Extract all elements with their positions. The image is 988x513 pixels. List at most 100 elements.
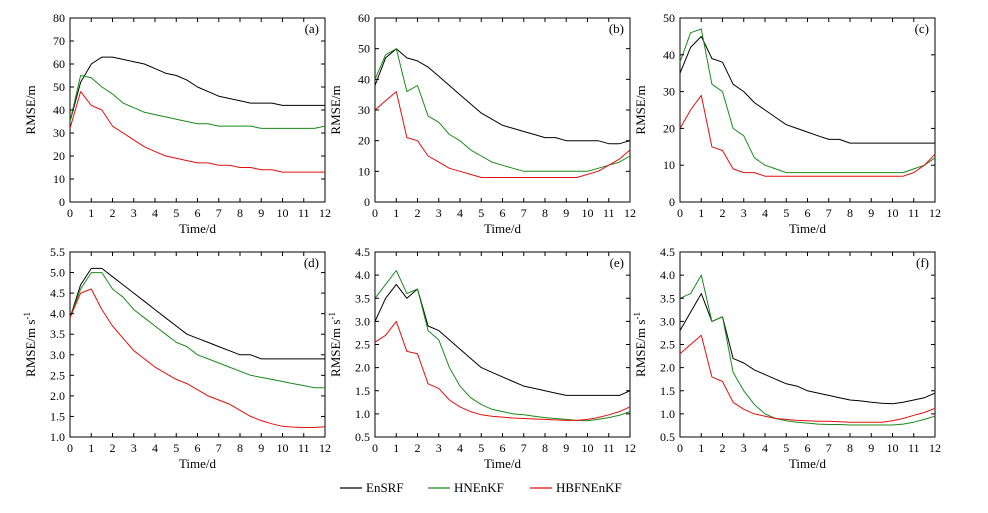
x-tick-label: 1 bbox=[698, 441, 704, 455]
x-tick-label: 5 bbox=[783, 441, 789, 455]
y-tick-label: 2.0 bbox=[355, 361, 370, 375]
plot-frame bbox=[69, 251, 326, 438]
y-tick-label: 1.0 bbox=[660, 407, 675, 421]
series-line-hbfnenkf bbox=[374, 91, 631, 178]
x-tick-label: 9 bbox=[868, 441, 874, 455]
x-axis-label: Time/d bbox=[789, 456, 827, 471]
legend: EnSRF HNEnKF HBFNEnKF bbox=[340, 480, 622, 495]
y-tick-label: 4.5 bbox=[355, 245, 370, 259]
x-tick-label: 10 bbox=[277, 206, 289, 220]
x-tick-label: 4 bbox=[762, 206, 768, 220]
y-tick-label: 3.5 bbox=[355, 291, 370, 305]
legend-label-ensrf: EnSRF bbox=[366, 480, 404, 495]
x-tick-label: 3 bbox=[741, 441, 747, 455]
x-tick-label: 10 bbox=[582, 441, 594, 455]
x-tick-label: 10 bbox=[887, 441, 899, 455]
x-axis-label: Time/d bbox=[484, 221, 522, 236]
x-tick-label: 8 bbox=[237, 206, 243, 220]
x-tick-label: 4 bbox=[152, 441, 158, 455]
y-tick-label: 0 bbox=[669, 195, 675, 209]
x-tick-label: 6 bbox=[805, 441, 811, 455]
x-tick-label: 8 bbox=[847, 441, 853, 455]
legend-label-hnenkf: HNEnKF bbox=[454, 480, 504, 495]
y-tick-label: 3.5 bbox=[660, 291, 675, 305]
x-tick-label: 8 bbox=[847, 206, 853, 220]
y-tick-label: 50 bbox=[663, 11, 675, 25]
series-line-ensrf bbox=[374, 283, 631, 396]
panel-label: (d) bbox=[304, 255, 319, 270]
panel-5: 0 1 2 3 4 5 6 7 8 9 10 11 120.51.01.52.02.53.03.54.0… bbox=[327, 245, 636, 471]
x-tick-label: 10 bbox=[277, 441, 289, 455]
y-tick-label: 10 bbox=[663, 158, 675, 172]
y-tick-label: 0 bbox=[59, 195, 65, 209]
y-tick-label: 30 bbox=[53, 126, 65, 140]
x-tick-label: 6 bbox=[500, 441, 506, 455]
y-tick-label: 2.5 bbox=[660, 338, 675, 352]
x-tick-label: 0 bbox=[372, 441, 378, 455]
x-tick-label: 0 bbox=[677, 206, 683, 220]
y-tick-label: 1.5 bbox=[355, 384, 370, 398]
y-tick-label: 40 bbox=[53, 103, 65, 117]
y-tick-label: 10 bbox=[358, 164, 370, 178]
panel-label: (f) bbox=[916, 255, 929, 270]
x-tick-label: 3 bbox=[131, 441, 137, 455]
x-tick-label: 5 bbox=[173, 206, 179, 220]
y-axis-label-superscript: -1 bbox=[327, 312, 337, 320]
y-tick-label: 1.5 bbox=[50, 409, 65, 423]
panel-2: 0 1 2 3 4 5 6 7 8 9 10 11 120102030405060(b)Time/dRM… bbox=[328, 11, 636, 236]
panel-label: (e) bbox=[610, 255, 624, 270]
x-tick-label: 11 bbox=[908, 206, 920, 220]
x-tick-label: 11 bbox=[908, 441, 920, 455]
x-tick-label: 7 bbox=[521, 206, 527, 220]
y-tick-label: 0 bbox=[364, 195, 370, 209]
y-tick-label: 2.0 bbox=[660, 361, 675, 375]
y-tick-label: 1.0 bbox=[50, 430, 65, 444]
series-line-hbfnenkf bbox=[679, 334, 936, 423]
plot-frame bbox=[374, 17, 631, 203]
x-tick-label: 3 bbox=[741, 206, 747, 220]
series-line-hbfnenkf bbox=[679, 94, 936, 177]
plot-frame bbox=[69, 17, 326, 203]
plot-frame bbox=[679, 251, 936, 438]
series-line-ensrf bbox=[679, 35, 935, 144]
x-axis-label: Time/d bbox=[179, 456, 217, 471]
x-tick-label: 1 bbox=[393, 206, 399, 220]
series-line-hnenkf bbox=[374, 270, 631, 422]
x-tick-label: 2 bbox=[110, 206, 116, 220]
x-tick-label: 12 bbox=[319, 441, 331, 455]
x-axis-label: Time/d bbox=[179, 221, 217, 236]
x-tick-label: 6 bbox=[195, 206, 201, 220]
x-tick-label: 12 bbox=[624, 441, 636, 455]
series-line-hbfnenkf bbox=[374, 320, 631, 421]
y-tick-label: 40 bbox=[358, 72, 370, 86]
y-tick-label: 10 bbox=[53, 172, 65, 186]
x-tick-label: 6 bbox=[805, 206, 811, 220]
y-tick-label: 0.5 bbox=[660, 430, 675, 444]
y-tick-label: 50 bbox=[358, 42, 370, 56]
x-tick-label: 2 bbox=[720, 441, 726, 455]
x-tick-label: 10 bbox=[582, 206, 594, 220]
y-tick-label: 50 bbox=[53, 80, 65, 94]
x-tick-label: 0 bbox=[67, 441, 73, 455]
y-axis-label: RMSE/m s-1 bbox=[22, 312, 38, 377]
y-axis-label: RMSE/m bbox=[633, 85, 648, 134]
panel-4: 0 1 2 3 4 5 6 7 8 9 10 11 121.01.52.02.53.03.54.04.5… bbox=[22, 245, 331, 471]
x-tick-label: 4 bbox=[457, 441, 463, 455]
x-tick-label: 12 bbox=[319, 206, 331, 220]
series-line-hnenkf bbox=[69, 272, 325, 389]
x-tick-label: 11 bbox=[298, 206, 310, 220]
x-tick-label: 4 bbox=[762, 441, 768, 455]
x-tick-label: 3 bbox=[131, 206, 137, 220]
y-tick-label: 4.0 bbox=[355, 268, 370, 282]
x-tick-label: 7 bbox=[826, 441, 832, 455]
y-axis-label-superscript: -1 bbox=[632, 312, 642, 320]
y-tick-label: 30 bbox=[358, 103, 370, 117]
x-tick-label: 6 bbox=[195, 441, 201, 455]
y-tick-label: 70 bbox=[53, 34, 65, 48]
x-tick-label: 1 bbox=[393, 441, 399, 455]
y-tick-label: 4.5 bbox=[50, 286, 65, 300]
x-tick-label: 8 bbox=[237, 441, 243, 455]
x-tick-label: 3 bbox=[436, 206, 442, 220]
y-tick-label: 2.0 bbox=[50, 389, 65, 403]
y-axis-label: RMSE/m s-1 bbox=[632, 312, 648, 377]
